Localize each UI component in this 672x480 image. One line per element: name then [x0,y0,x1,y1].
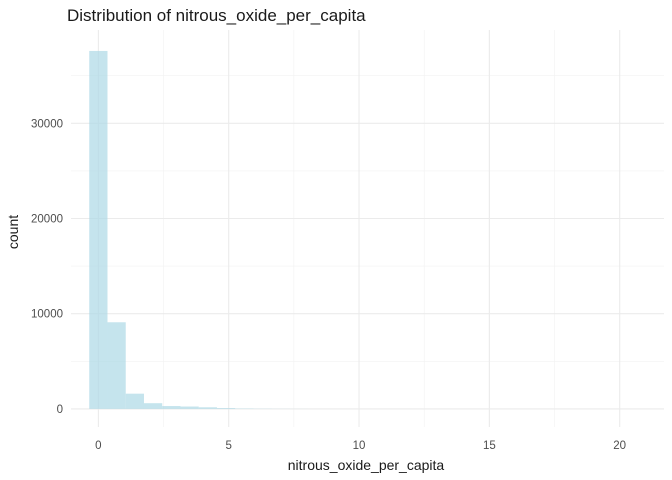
chart-title: Distribution of nitrous_oxide_per_capita [67,6,366,25]
histogram-bar [180,406,199,409]
x-axis-label: nitrous_oxide_per_capita [288,457,445,473]
y-axis-label: count [5,215,21,249]
histogram-bar [143,403,163,409]
x-tick-label: 20 [613,440,626,452]
histogram-bar [216,408,236,409]
y-tick-label: 30000 [31,118,63,130]
y-axis-ticks: 0 10000 20000 30000 [31,118,63,416]
histogram-bar [162,406,181,409]
histogram-bar [107,322,126,409]
histogram-bar [125,393,144,409]
grid-lines [71,30,664,427]
x-tick-label: 10 [353,440,366,452]
histogram-bars [89,50,309,409]
histogram-bar [89,50,108,409]
x-tick-label: 0 [95,440,101,452]
y-tick-label: 20000 [31,214,63,226]
y-tick-label: 0 [57,404,63,416]
y-tick-label: 10000 [31,309,63,321]
histogram-bar [198,407,217,409]
x-tick-label: 15 [483,440,496,452]
x-tick-label: 5 [225,440,231,452]
x-axis-ticks: 0 5 10 15 20 [95,440,626,452]
